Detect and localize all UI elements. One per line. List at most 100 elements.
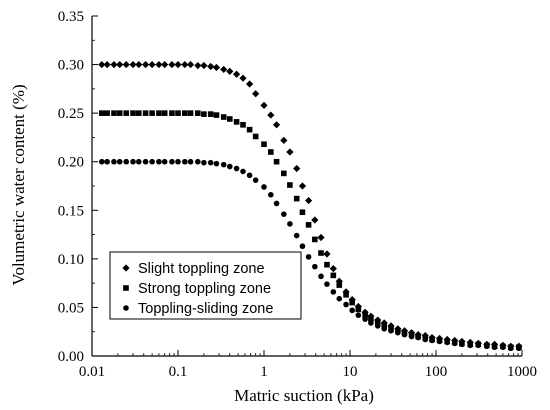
x-tick-label: 0.1 [169,364,188,380]
y-tick-label: 0.20 [58,155,84,171]
data-point [135,110,142,116]
data-point [252,90,260,98]
data-point [187,158,194,165]
data-point [194,61,202,70]
data-point [459,341,465,348]
data-point [168,60,176,69]
legend-label-3: Toppling-sliding zone [138,301,273,317]
data-point [182,158,188,165]
data-point [233,119,240,125]
data-point [142,110,149,116]
data-point [246,172,253,179]
data-point [305,222,312,228]
data-point [213,112,220,118]
data-point [336,282,343,288]
data-point [98,60,106,69]
data-point [408,333,415,340]
data-point [287,221,293,227]
x-axis-label: Matric suction (kPa) [234,386,374,405]
data-point [329,264,337,273]
data-point [298,182,307,190]
data-point [111,158,117,165]
data-point [161,110,168,116]
data-point [312,236,318,243]
data-point [174,60,182,69]
data-point [104,110,110,116]
data-point [175,110,181,116]
data-point [281,211,287,217]
data-point [207,111,214,117]
data-point [110,60,118,69]
legend-entries: Slight toppling zone Strong toppling zone… [122,261,273,317]
data-point [161,60,169,69]
data-point [343,301,349,308]
data-point [374,316,382,324]
legend-marker-3 [123,305,129,311]
data-point [355,306,362,313]
data-point [213,160,220,167]
data-point [122,60,130,69]
data-point [261,184,267,190]
data-point [516,345,522,352]
legend-label-1: Slight toppling zone [138,261,265,277]
series-3 [98,158,522,352]
data-point [401,331,408,338]
data-point [374,323,381,329]
data-point [272,121,281,129]
y-tick-label: 0.05 [58,300,84,316]
series-layer [98,60,523,352]
data-point [387,322,395,330]
legend-marker-2 [123,285,129,291]
data-point [330,272,337,279]
data-point [355,312,362,319]
data-point [362,312,368,318]
data-point [348,296,356,304]
data-point [260,101,268,109]
data-point [116,60,124,69]
data-point [368,320,374,326]
data-point [280,136,288,144]
y-axis-ticks: 0.00 0.05 0.10 0.15 0.20 0.25 0.30 0.35 [58,9,98,365]
data-point [444,339,451,346]
data-point [281,170,287,177]
data-point [245,80,254,88]
x-tick-label: 100 [425,364,448,380]
data-point [293,232,300,239]
data-point [149,110,155,116]
data-point [201,159,207,166]
data-point [135,60,143,69]
legend-marker-1 [122,264,130,272]
x-tick-label: 10 [343,364,358,380]
data-point [98,110,105,116]
data-point [220,114,227,120]
data-point [149,158,155,165]
data-point [141,60,150,69]
data-point [148,60,156,69]
data-point [500,344,506,351]
data-point [252,133,259,140]
data-point [349,299,355,306]
data-point [324,281,330,287]
data-point [318,250,324,256]
y-tick-label: 0.00 [58,349,84,365]
data-point [451,340,458,347]
data-point [116,158,123,165]
data-point [415,334,421,341]
data-point [287,182,293,188]
data-point [161,158,168,165]
data-point [195,110,201,116]
data-point [367,312,375,320]
y-tick-label: 0.10 [58,252,84,268]
data-point [155,60,163,69]
data-point [330,289,337,295]
data-point [354,302,362,311]
data-point [123,158,130,165]
data-point [123,110,130,116]
data-point [98,158,105,165]
data-point [226,163,233,170]
data-point [169,110,175,116]
x-tick-label: 1 [260,364,268,380]
data-point [484,343,490,350]
data-point [181,60,189,69]
data-point [232,70,241,78]
